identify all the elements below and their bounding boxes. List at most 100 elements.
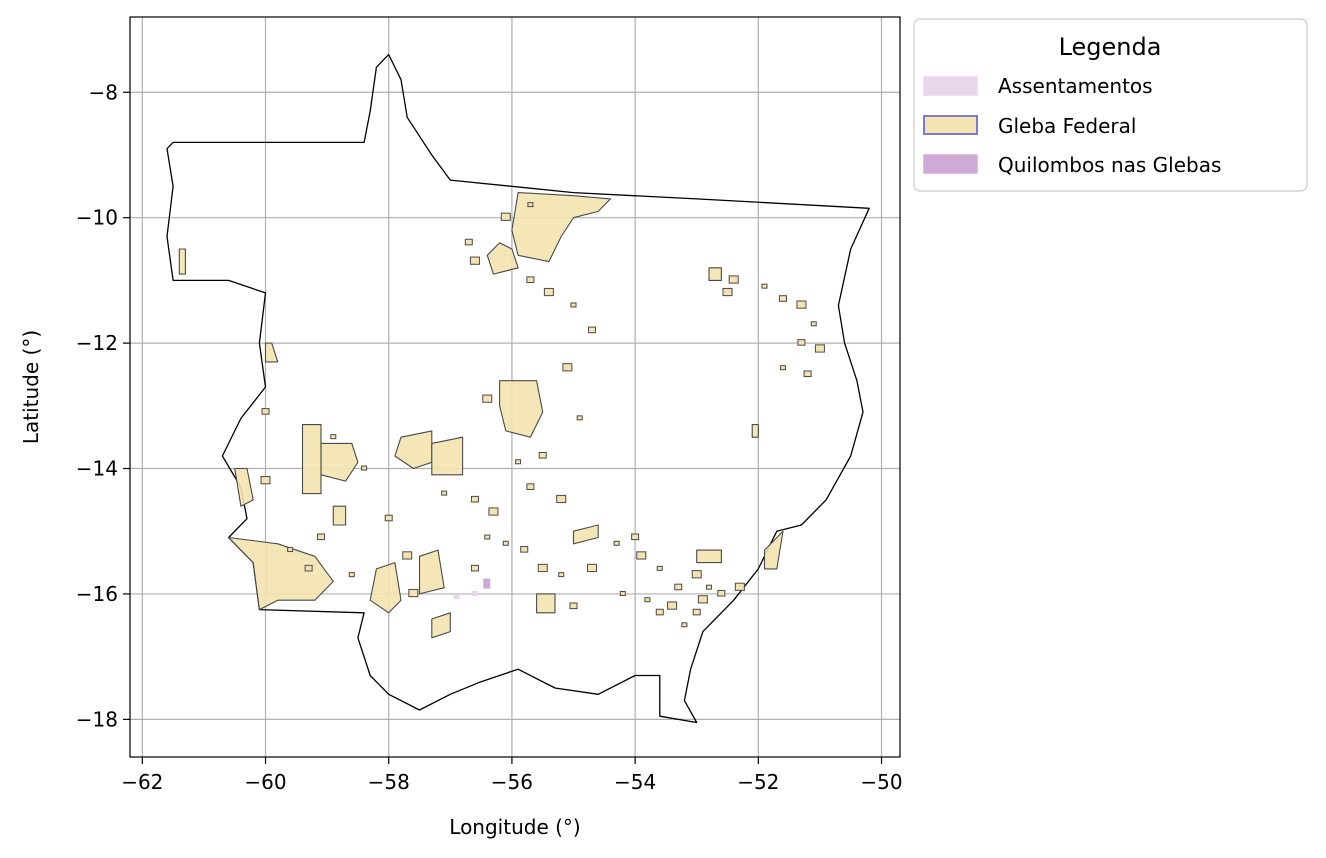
legend: Legenda Assentamentos Gleba Federal Quil…	[913, 18, 1308, 192]
map-layers	[166, 53, 870, 724]
gleba-federal-parcel	[330, 434, 337, 440]
gleba-federal-parcel	[751, 424, 759, 438]
gleba-federal-parcel	[304, 564, 313, 572]
gleba-federal-parcel	[667, 601, 678, 610]
gleba-federal-parcel	[803, 370, 812, 378]
gleba-federal-parcel	[706, 584, 713, 590]
y-tick-label: −12	[76, 331, 118, 355]
gleba-federal-parcel	[797, 339, 806, 346]
legend-frame	[913, 18, 1308, 192]
assentamento-area	[453, 594, 460, 600]
gleba-federal-parcel	[418, 549, 445, 595]
gridlines	[130, 17, 900, 757]
gleba-federal-parcel	[287, 547, 294, 553]
gleba-federal-parcel	[482, 394, 493, 403]
gleba-federal-parcel	[261, 408, 270, 415]
gleba-federal-parcel	[488, 507, 499, 516]
legend-swatch-quilombos	[923, 154, 978, 174]
state-boundary	[166, 53, 870, 724]
gleba-federal-parcel	[264, 342, 279, 363]
gleba-federal-parcel	[556, 494, 567, 504]
gleba-federal-parcel	[631, 533, 640, 541]
gleba-federal-parcel	[796, 300, 807, 309]
gleba-federal-parcel	[656, 565, 663, 571]
y-tick-label: −10	[76, 206, 118, 230]
gleba-federal-parcel	[778, 295, 787, 302]
gleba-federal-parcel	[464, 238, 473, 246]
x-axis-label: Longitude (°)	[449, 815, 580, 839]
gleba-federal-parcel	[692, 608, 701, 616]
legend-label-gleba-federal: Gleba Federal	[998, 114, 1136, 138]
gleba-federal-parcel	[470, 564, 479, 572]
y-axis-label: Latitude (°)	[19, 330, 43, 444]
gleba-federal-layer	[178, 192, 825, 639]
gleba-federal-parcel	[569, 602, 578, 610]
gleba-federal-parcel	[515, 459, 522, 465]
y-tick-label: −8	[89, 80, 118, 104]
gleba-federal-parcel	[178, 248, 186, 275]
gleba-federal-parcel	[722, 287, 733, 297]
gleba-federal-parcel	[576, 415, 583, 421]
gleba-federal-parcel	[431, 436, 464, 476]
gleba-federal-parcel	[538, 451, 547, 459]
gleba-federal-parcel	[717, 589, 726, 597]
gleba-federal-parcel	[814, 344, 825, 353]
gleba-federal-parcel	[536, 593, 556, 614]
gleba-federal-parcel	[384, 514, 393, 522]
legend-label-quilombos: Quilombos nas Glebas	[998, 153, 1221, 177]
gleba-federal-parcel	[301, 424, 322, 495]
gleba-federal-parcel	[499, 380, 544, 438]
legend-swatch-gleba-federal	[923, 115, 978, 135]
gleba-federal-parcel	[316, 533, 325, 541]
gleba-federal-parcel	[408, 588, 419, 598]
gleba-federal-parcel	[587, 563, 597, 573]
gleba-federal-parcel	[511, 192, 612, 263]
gleba-federal-parcel	[500, 212, 511, 221]
gleba-federal-parcel	[526, 276, 535, 283]
y-tick-label: −16	[76, 582, 118, 606]
gleba-federal-parcel	[708, 267, 722, 281]
gleba-federal-parcel	[696, 549, 722, 564]
gleba-federal-parcel	[636, 551, 647, 560]
quilombos-layer	[483, 578, 491, 589]
x-tick-label: −52	[737, 770, 779, 794]
gleba-federal-parcel	[402, 551, 413, 560]
gleba-federal-parcel	[655, 608, 664, 616]
gleba-federal-parcel	[681, 622, 688, 628]
gleba-federal-parcel	[562, 363, 573, 372]
gleba-federal-parcel	[644, 597, 651, 603]
gleba-federal-parcel	[470, 495, 479, 503]
gleba-federal-parcel	[369, 562, 402, 614]
legend-swatch-assentamentos	[923, 76, 978, 96]
gleba-federal-parcel	[431, 612, 451, 639]
gleba-federal-parcel	[570, 302, 577, 308]
gleba-federal-parcel	[734, 582, 745, 591]
quilombo-area	[483, 578, 491, 589]
gleba-federal-parcel	[761, 283, 768, 289]
gleba-federal-parcel	[810, 321, 817, 327]
gleba-federal-parcel	[260, 476, 271, 485]
x-tick-label: −56	[491, 770, 533, 794]
gleba-federal-parcel	[728, 275, 739, 284]
gleba-federal-parcel	[441, 490, 448, 496]
y-axis-ticks: −8 −10 −12 −14 −16 −18	[76, 80, 130, 731]
x-tick-label: −60	[244, 770, 286, 794]
gleba-federal-parcel	[520, 546, 529, 553]
gleba-federal-parcel	[697, 595, 708, 604]
assentamentos-layer	[453, 590, 478, 600]
gleba-federal-parcel	[691, 570, 702, 579]
gleba-federal-parcel	[588, 326, 596, 334]
y-tick-label: −14	[76, 457, 118, 481]
gleba-federal-parcel	[234, 467, 254, 507]
gleba-federal-parcel	[361, 465, 368, 471]
gleba-federal-parcel	[484, 534, 491, 540]
gleba-federal-parcel	[486, 242, 519, 275]
gleba-federal-parcel	[763, 530, 784, 570]
assentamento-area	[471, 590, 478, 596]
gleba-federal-parcel	[502, 540, 509, 546]
gleba-federal-parcel	[394, 430, 433, 470]
x-tick-label: −50	[860, 770, 902, 794]
x-tick-label: −62	[121, 770, 163, 794]
gleba-federal-parcel	[332, 505, 347, 526]
